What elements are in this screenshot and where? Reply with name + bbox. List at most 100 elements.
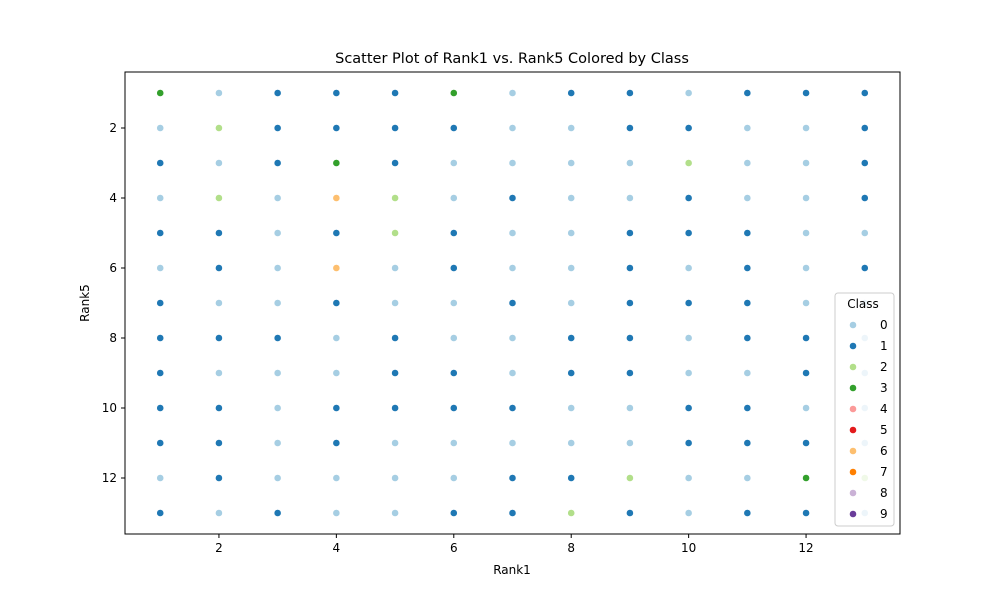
data-point — [508, 159, 517, 167]
data-point — [332, 89, 341, 97]
data-point — [802, 89, 810, 97]
data-point — [156, 124, 165, 132]
legend-marker — [849, 426, 857, 434]
data-point — [449, 194, 458, 202]
legend-marker — [849, 447, 857, 455]
legend-label: 0 — [880, 318, 888, 332]
data-point — [332, 229, 341, 237]
data-point — [156, 299, 165, 307]
data-point — [332, 369, 341, 377]
legend-marker — [849, 384, 857, 392]
y-tick-label: 2 — [109, 121, 117, 135]
data-point — [215, 124, 223, 132]
data-point — [391, 299, 399, 307]
data-point — [156, 334, 165, 342]
data-point — [684, 334, 693, 342]
data-point — [391, 474, 399, 482]
data-point — [567, 124, 576, 132]
legend-label: 2 — [880, 360, 888, 374]
data-point — [215, 159, 223, 167]
data-point — [156, 229, 165, 237]
data-point — [860, 89, 869, 97]
data-point — [626, 124, 634, 132]
data-point — [332, 439, 341, 447]
data-point — [567, 159, 576, 167]
data-point — [626, 89, 634, 97]
legend-marker — [849, 510, 857, 518]
data-point — [391, 404, 399, 412]
data-point — [156, 509, 165, 517]
data-point — [743, 124, 752, 132]
data-point — [802, 404, 810, 412]
data-point — [508, 229, 517, 237]
data-point — [449, 264, 458, 272]
data-point — [508, 194, 517, 202]
data-point — [273, 264, 282, 272]
data-point — [567, 334, 576, 342]
data-point — [626, 229, 634, 237]
data-point — [215, 404, 223, 412]
data-point — [684, 474, 693, 482]
data-point — [684, 439, 693, 447]
data-point — [273, 299, 282, 307]
data-point — [449, 369, 458, 377]
legend-marker — [849, 363, 857, 371]
data-point — [273, 474, 282, 482]
data-point — [626, 369, 634, 377]
data-point — [449, 229, 458, 237]
data-point — [626, 404, 634, 412]
y-tick-label: 10 — [102, 401, 117, 415]
data-point — [391, 89, 399, 97]
data-point — [684, 299, 693, 307]
data-point — [391, 509, 399, 517]
data-point — [626, 334, 634, 342]
data-point — [332, 404, 341, 412]
plot-frame — [124, 71, 901, 535]
data-point — [273, 229, 282, 237]
data-point — [215, 194, 223, 202]
data-point — [802, 194, 810, 202]
data-point — [684, 159, 693, 167]
data-point — [860, 194, 869, 202]
data-point — [273, 369, 282, 377]
data-point — [332, 509, 341, 517]
data-point — [743, 404, 752, 412]
data-point — [567, 299, 576, 307]
data-point — [273, 89, 282, 97]
data-point — [567, 89, 576, 97]
data-point — [215, 299, 223, 307]
data-point — [802, 474, 810, 482]
data-point — [332, 334, 341, 342]
data-point — [332, 159, 341, 167]
data-point — [684, 124, 693, 132]
data-point — [743, 159, 752, 167]
legend-marker — [849, 468, 857, 476]
y-axis: 2 4 6 8 10 12 — [102, 121, 125, 485]
data-point — [567, 404, 576, 412]
data-point — [802, 159, 810, 167]
data-point — [684, 89, 693, 97]
legend-label: 3 — [880, 381, 888, 395]
data-point — [508, 404, 517, 412]
data-point — [684, 194, 693, 202]
data-point — [156, 369, 165, 377]
data-point — [626, 159, 634, 167]
data-point — [449, 124, 458, 132]
data-point — [449, 89, 458, 97]
legend-marker — [849, 321, 857, 329]
data-point — [215, 89, 223, 97]
data-point — [273, 159, 282, 167]
legend-label: 8 — [880, 486, 888, 500]
x-tick-label: 8 — [567, 541, 575, 555]
data-point — [508, 509, 517, 517]
data-point — [802, 299, 810, 307]
x-tick-label: 10 — [681, 541, 696, 555]
data-point — [684, 369, 693, 377]
data-point — [156, 439, 165, 447]
legend-box — [834, 292, 895, 527]
data-point — [802, 369, 810, 377]
data-point — [215, 229, 223, 237]
data-point — [449, 474, 458, 482]
